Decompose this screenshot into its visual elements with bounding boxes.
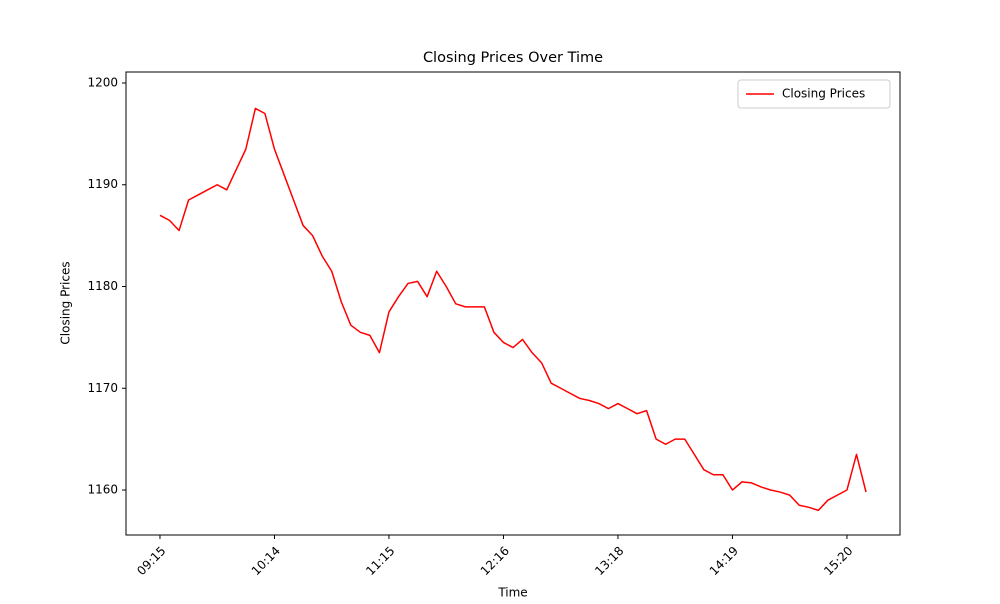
plot-frame <box>125 71 901 536</box>
y-tick-label: 1190 <box>87 177 118 191</box>
y-tick-label: 1160 <box>87 483 118 497</box>
legend-box <box>737 79 891 109</box>
legend-label: Closing Prices <box>782 87 865 101</box>
chart-title: Closing Prices Over Time <box>423 50 603 66</box>
y-tick-label: 1180 <box>87 279 118 293</box>
x-axis-label: Time <box>497 586 527 600</box>
y-tick-label: 1170 <box>87 381 118 395</box>
y-axis-label: Closing Prices <box>59 261 73 344</box>
line <box>159 107 867 512</box>
y-tick-label: 1200 <box>87 75 118 89</box>
